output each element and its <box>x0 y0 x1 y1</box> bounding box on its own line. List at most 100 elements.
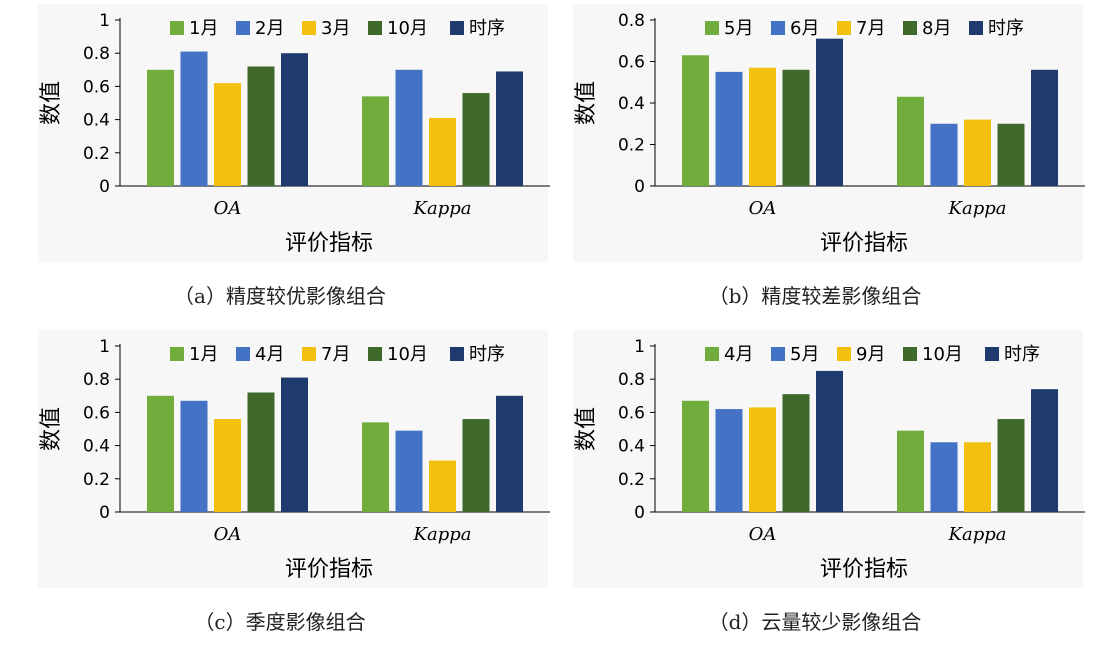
category-label: Kappa <box>413 198 472 219</box>
bar-7月-Kappa <box>429 460 456 512</box>
legend-swatch <box>302 347 316 361</box>
y-tick-label: 1 <box>634 337 645 357</box>
legend-label: 4月 <box>255 344 284 365</box>
y-tick-label: 0.4 <box>618 94 645 114</box>
y-tick-label: 1 <box>99 11 110 31</box>
bar-10月-OA <box>247 66 275 186</box>
legend-label: 时序 <box>988 18 1024 39</box>
bar-10月-OA <box>247 392 275 512</box>
legend-label: 时序 <box>1004 344 1040 365</box>
legend-label: 10月 <box>387 18 428 39</box>
legend-swatch <box>705 347 719 361</box>
y-tick-label: 0.4 <box>83 111 110 131</box>
bar-时序-OA <box>816 370 843 512</box>
y-tick-label: 0.8 <box>83 44 110 64</box>
x-axis-title: 评价指标 <box>820 231 908 256</box>
y-tick-label: 0.2 <box>83 470 110 490</box>
bar-4月-OA <box>180 400 208 512</box>
y-tick-label: 0.6 <box>83 403 110 423</box>
legend-swatch <box>903 21 917 35</box>
y-tick-label: 0.2 <box>618 470 645 490</box>
bar-9月-OA <box>749 407 776 512</box>
bar-时序-Kappa <box>496 71 523 186</box>
bar-7月-OA <box>214 419 241 512</box>
y-tick-label: 0 <box>634 177 645 197</box>
legend-label: 5月 <box>724 18 753 39</box>
category-label: OA <box>214 198 242 219</box>
bar-1月-Kappa <box>362 96 389 186</box>
legend-swatch <box>969 21 983 35</box>
y-tick-label: 0.2 <box>618 136 645 156</box>
y-tick-label: 0.8 <box>618 11 645 31</box>
y-tick-label: 0 <box>99 503 110 523</box>
bar-1月-OA <box>147 69 174 186</box>
y-tick-label: 0.8 <box>83 370 110 390</box>
legend-label: 时序 <box>469 344 505 365</box>
bar-8月-Kappa <box>997 123 1025 186</box>
legend-label: 7月 <box>321 344 350 365</box>
y-tick-label: 0.4 <box>618 437 645 457</box>
bar-4月-Kappa <box>897 430 924 512</box>
legend-label: 10月 <box>922 344 963 365</box>
bar-10月-Kappa <box>462 93 490 186</box>
legend-label: 9月 <box>856 344 885 365</box>
y-tick-label: 0.6 <box>83 77 110 97</box>
bar-5月-OA <box>715 409 743 512</box>
bar-1月-OA <box>147 395 174 512</box>
legend-swatch <box>170 347 184 361</box>
y-tick-label: 0.6 <box>618 53 645 73</box>
bar-2月-Kappa <box>395 69 423 186</box>
y-axis-title: 数值 <box>574 81 599 125</box>
x-axis-title: 评价指标 <box>285 557 373 582</box>
legend-label: 1月 <box>189 344 218 365</box>
bar-时序-OA <box>281 53 308 187</box>
x-axis-title: 评价指标 <box>285 231 373 256</box>
bar-7月-Kappa <box>964 119 991 186</box>
category-label: OA <box>214 524 242 545</box>
legend-swatch <box>985 347 999 361</box>
legend-swatch <box>236 21 250 35</box>
legend-swatch <box>705 21 719 35</box>
legend-label: 5月 <box>790 344 819 365</box>
legend-swatch <box>302 21 316 35</box>
bar-时序-OA <box>281 377 308 512</box>
legend-swatch <box>771 347 785 361</box>
category-label: OA <box>749 524 777 545</box>
legend-swatch <box>837 347 851 361</box>
legend-label: 8月 <box>922 18 951 39</box>
caption-d: （d）云量较少影像组合 <box>708 610 922 634</box>
y-tick-label: 0.2 <box>83 144 110 164</box>
chart-panel-b: 0 0.2 0.4 0.6 0.8 数值 评价指标 OA Kappa 5月 6月 7月 8月 时序 （b）… <box>565 0 1085 320</box>
caption-c: （c）季度影像组合 <box>194 610 366 634</box>
chart-panel-a: 0 0.2 0.4 0.6 0.8 1 数值 评价指标 OA Kappa 1月 2月 3月 10月 时序 （… <box>30 0 550 320</box>
legend-swatch <box>903 347 917 361</box>
bar-6月-OA <box>715 71 743 186</box>
bar-10月-Kappa <box>462 419 490 512</box>
bar-5月-Kappa <box>897 96 924 186</box>
legend-swatch <box>170 21 184 35</box>
bar-7月-OA <box>749 67 776 186</box>
legend-label: 时序 <box>469 18 505 39</box>
category-label: Kappa <box>948 524 1007 545</box>
bar-时序-Kappa <box>496 395 523 512</box>
legend-label: 7月 <box>856 18 885 39</box>
legend-label: 3月 <box>321 18 350 39</box>
caption-a: （a）精度较优影像组合 <box>174 284 386 308</box>
category-label: OA <box>749 198 777 219</box>
bar-10月-OA <box>782 394 810 512</box>
category-label: Kappa <box>948 198 1007 219</box>
bar-时序-Kappa <box>1031 389 1058 512</box>
x-axis-title: 评价指标 <box>820 557 908 582</box>
y-tick-label: 0 <box>99 177 110 197</box>
legend-swatch <box>368 347 382 361</box>
bar-6月-Kappa <box>930 123 958 186</box>
legend-swatch <box>450 21 464 35</box>
y-axis-title: 数值 <box>39 407 64 451</box>
y-tick-label: 1 <box>99 337 110 357</box>
bar-5月-OA <box>682 55 709 187</box>
y-tick-label: 0.8 <box>618 370 645 390</box>
legend-swatch <box>450 347 464 361</box>
